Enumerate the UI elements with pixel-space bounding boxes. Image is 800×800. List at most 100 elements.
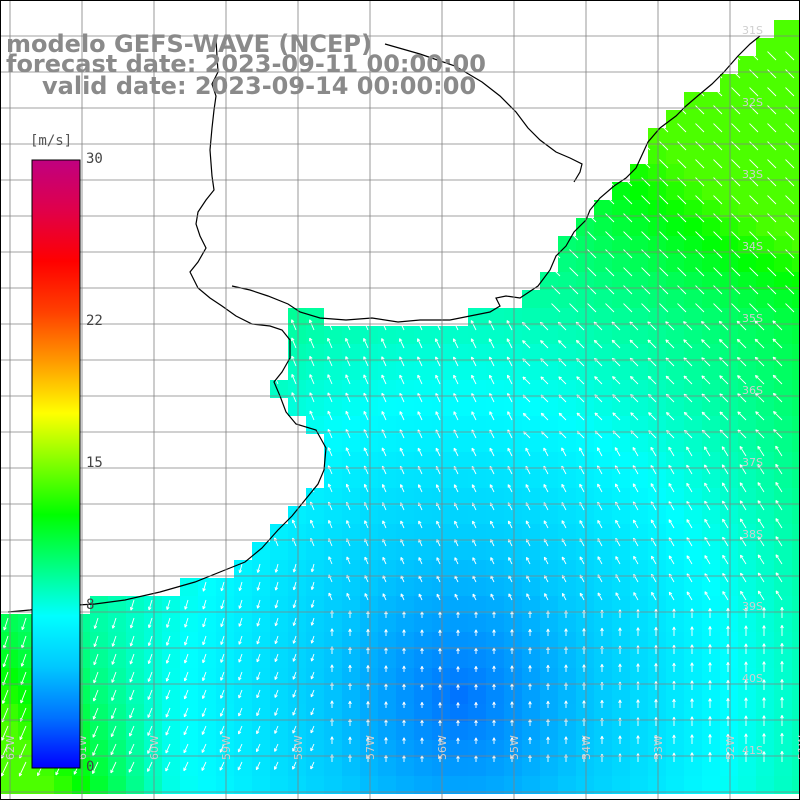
field-cell: [738, 398, 756, 416]
wind-arrow: [418, 557, 423, 565]
wind-arrow: [456, 666, 460, 672]
field-cell: [306, 686, 324, 704]
field-cell: [792, 416, 800, 434]
field-cell: [594, 614, 612, 632]
wind-arrow: [739, 518, 747, 529]
field-cell: [792, 560, 800, 578]
lat-label: 34S: [742, 240, 763, 253]
field-cell: [432, 776, 450, 794]
field-cell: [594, 416, 612, 434]
colorbar-tick-8: 8: [86, 596, 95, 613]
wind-arrow: [708, 680, 712, 690]
field-cell: [648, 650, 666, 668]
wind-arrow: [489, 447, 495, 457]
wind-arrow: [780, 606, 784, 618]
field-cell: [630, 722, 648, 740]
wind-arrow: [256, 689, 261, 699]
field-cell: [522, 380, 540, 398]
wind-arrow: [364, 593, 369, 601]
field-cell: [594, 686, 612, 704]
wind-arrow: [641, 159, 651, 169]
field-cell: [468, 452, 486, 470]
wind-arrow: [129, 599, 135, 611]
field-cell: [666, 380, 684, 398]
wind-arrow: [453, 447, 459, 457]
wind-arrow: [366, 628, 370, 636]
wind-arrow: [490, 593, 495, 601]
field-cell: [252, 542, 270, 560]
field-cell: [684, 650, 702, 668]
field-cell: [450, 380, 468, 398]
field-cell: [738, 344, 756, 362]
field-cell: [756, 182, 774, 200]
lat-label: 36S: [742, 384, 763, 397]
field-cell: [324, 560, 342, 578]
wind-arrow: [291, 374, 297, 385]
field-cell: [648, 614, 666, 632]
field-cell: [792, 758, 800, 776]
wind-arrow: [434, 320, 441, 331]
wind-arrow: [201, 689, 207, 699]
wind-arrow: [237, 725, 243, 735]
field-cell: [756, 344, 774, 362]
wind-arrow: [202, 581, 207, 592]
wind-arrow: [659, 231, 669, 241]
field-cell: [306, 722, 324, 740]
wind-arrow: [201, 707, 207, 717]
wind-arrow: [472, 593, 477, 601]
field-cell: [468, 542, 486, 560]
wind-arrow: [708, 716, 712, 726]
field-cell: [288, 506, 306, 524]
wind-arrow: [713, 177, 723, 187]
field-cell: [540, 776, 558, 794]
wind-arrow: [381, 356, 387, 367]
colorbar-tick-15: 15: [86, 455, 103, 471]
field-cell: [198, 596, 216, 614]
wind-arrow: [510, 701, 514, 708]
wind-arrow: [713, 231, 723, 241]
field-cell: [360, 668, 378, 686]
wind-arrow: [129, 707, 135, 719]
wind-arrow: [579, 592, 585, 601]
field-cell: [540, 362, 558, 380]
wind-arrow: [775, 481, 783, 493]
field-cell: [522, 398, 540, 416]
wind-arrow: [690, 626, 694, 636]
wind-arrow: [238, 563, 243, 574]
wind-arrow: [780, 733, 784, 744]
wind-arrow: [417, 411, 423, 421]
wind-arrow: [701, 375, 711, 385]
wind-arrow: [762, 625, 766, 636]
field-cell: [630, 668, 648, 686]
field-cell: [558, 380, 576, 398]
field-cell: [216, 740, 234, 758]
field-cell: [774, 290, 792, 308]
wind-arrow: [310, 563, 315, 573]
field-cell: [270, 596, 288, 614]
field-cell: [396, 434, 414, 452]
wind-arrow: [593, 339, 603, 349]
wind-arrow: [672, 752, 676, 762]
field-cell: [612, 452, 630, 470]
wind-arrow: [618, 735, 622, 744]
wind-arrow: [256, 707, 261, 717]
field-cell: [396, 650, 414, 668]
wind-arrow: [641, 303, 651, 313]
wind-arrow: [165, 761, 171, 772]
field-cell: [576, 380, 594, 398]
wind-arrow: [488, 338, 495, 349]
field-cell: [612, 488, 630, 506]
wind-arrow: [677, 213, 687, 223]
field-cell: [774, 236, 792, 254]
field-cell: [198, 578, 216, 596]
field-cell: [756, 92, 774, 110]
field-cell: [666, 236, 684, 254]
wind-arrow: [722, 518, 729, 529]
field-cell: [648, 218, 666, 236]
field-cell: [486, 326, 504, 344]
wind-arrow: [726, 625, 730, 636]
field-cell: [234, 614, 252, 632]
wind-arrow: [420, 719, 424, 726]
colorbar-unit: [m/s]: [30, 133, 73, 149]
wind-arrow: [472, 520, 477, 529]
